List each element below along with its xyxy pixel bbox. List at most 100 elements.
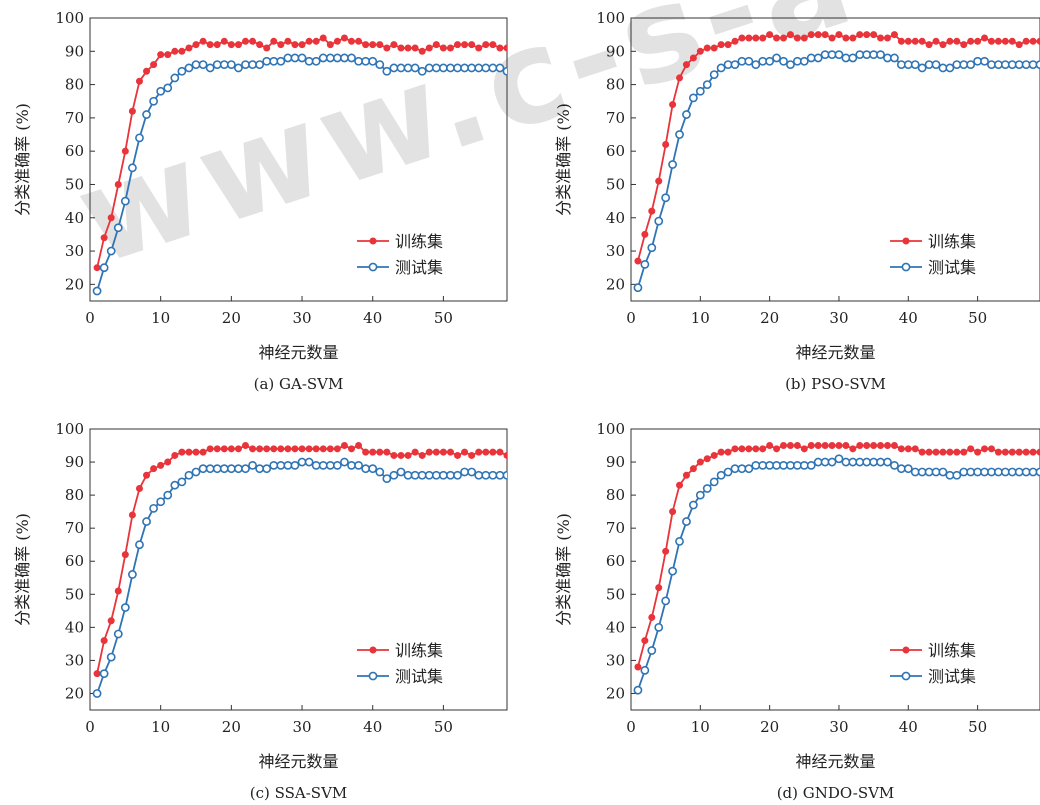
data-point-test xyxy=(149,96,159,106)
y-tick-label: 70 xyxy=(606,519,625,537)
data-point-test xyxy=(177,66,187,76)
data-point-train xyxy=(932,448,940,456)
data-point-train xyxy=(918,448,926,456)
data-point-train xyxy=(305,445,313,453)
data-point-train xyxy=(107,617,115,625)
data-point-train xyxy=(911,37,919,45)
data-point-test xyxy=(799,56,809,66)
y-axis-title: 分类准确率 (%) xyxy=(13,513,32,626)
data-point-train xyxy=(696,458,704,466)
data-point-test xyxy=(841,53,851,63)
data-point-train xyxy=(745,34,753,42)
data-point-train xyxy=(362,448,370,456)
data-point-test xyxy=(737,464,747,474)
legend-marker-train xyxy=(902,646,910,654)
data-point-train xyxy=(641,637,649,645)
y-tick-label: 40 xyxy=(606,209,625,227)
data-point-train xyxy=(312,37,320,45)
legend-label-train: 训练集 xyxy=(395,232,443,251)
data-point-train xyxy=(731,37,739,45)
data-point-test xyxy=(438,63,448,73)
data-point-test xyxy=(453,63,462,73)
data-point-train xyxy=(114,587,122,595)
panel-caption: (d) GNDO-SVM xyxy=(777,784,895,802)
data-point-train xyxy=(1008,448,1016,456)
data-point-test xyxy=(290,460,300,470)
data-point-train xyxy=(376,448,384,456)
data-point-test xyxy=(417,470,427,480)
y-tick-label: 70 xyxy=(65,519,84,537)
data-point-train xyxy=(870,442,878,450)
data-point-test xyxy=(226,464,236,474)
data-point-train xyxy=(731,445,739,453)
chart-panel-0: 20 30 40 50 60 70 80 90 100 0 10 20 30 40 50 神经元数量 分类准确率… xyxy=(13,9,508,393)
data-point-test xyxy=(438,470,448,480)
data-point-test xyxy=(460,467,469,477)
plot-frame xyxy=(89,17,508,302)
data-point-train xyxy=(807,442,815,450)
data-point-train xyxy=(135,77,143,85)
data-point-train xyxy=(121,551,129,559)
data-point-train xyxy=(724,448,732,456)
plot-frame xyxy=(89,428,508,711)
data-point-train xyxy=(249,37,257,45)
data-point-train xyxy=(967,37,975,45)
data-point-train xyxy=(340,34,348,42)
data-point-train xyxy=(114,180,122,188)
data-point-train xyxy=(738,34,746,42)
data-point-test xyxy=(737,56,747,66)
data-point-train xyxy=(404,44,412,52)
data-point-test xyxy=(340,53,349,63)
data-point-train xyxy=(641,230,649,238)
legend-label-train: 训练集 xyxy=(928,232,976,251)
data-point-train xyxy=(362,41,370,49)
data-point-test xyxy=(959,467,969,477)
data-point-test xyxy=(212,464,222,474)
data-point-test xyxy=(633,283,643,293)
data-point-train xyxy=(1029,448,1037,456)
data-point-test xyxy=(396,63,406,73)
data-point-test xyxy=(262,464,272,474)
data-point-train xyxy=(814,31,822,39)
data-point-train xyxy=(369,41,377,49)
data-point-test xyxy=(938,63,948,73)
data-point-test xyxy=(647,646,657,655)
data-point-test xyxy=(730,464,740,474)
data-point-train xyxy=(249,445,257,453)
data-point-train xyxy=(383,448,391,456)
data-point-train xyxy=(967,445,975,453)
plot-area xyxy=(92,34,507,296)
data-point-train xyxy=(305,37,313,45)
data-point-test xyxy=(347,53,356,63)
data-point-test xyxy=(792,460,802,470)
data-point-test xyxy=(1000,467,1010,477)
data-point-test xyxy=(255,60,265,70)
data-point-train xyxy=(946,37,954,45)
data-point-train xyxy=(157,51,165,59)
x-tick-label: 50 xyxy=(434,718,453,736)
data-point-test xyxy=(827,457,837,467)
data-point-test xyxy=(354,56,363,66)
data-point-test xyxy=(290,53,300,63)
data-point-test xyxy=(883,457,892,467)
data-point-train xyxy=(703,455,711,463)
data-point-train xyxy=(206,445,214,453)
y-tick-label: 90 xyxy=(606,453,625,471)
data-point-train xyxy=(883,34,891,42)
data-point-test xyxy=(403,470,413,480)
data-point-train xyxy=(863,442,871,450)
data-point-test xyxy=(325,460,335,470)
data-point-train xyxy=(340,442,348,450)
data-point-train xyxy=(220,445,228,453)
data-point-train xyxy=(192,448,200,456)
data-point-test xyxy=(876,457,885,467)
data-point-train xyxy=(946,448,954,456)
data-point-train xyxy=(682,61,690,69)
data-point-train xyxy=(333,445,341,453)
data-point-test xyxy=(848,53,858,63)
data-point-test xyxy=(446,63,455,73)
panel-caption: (b) PSO-SVM xyxy=(785,375,886,393)
data-point-test xyxy=(149,503,159,513)
data-point-train xyxy=(164,51,172,59)
data-point-test xyxy=(834,50,844,60)
